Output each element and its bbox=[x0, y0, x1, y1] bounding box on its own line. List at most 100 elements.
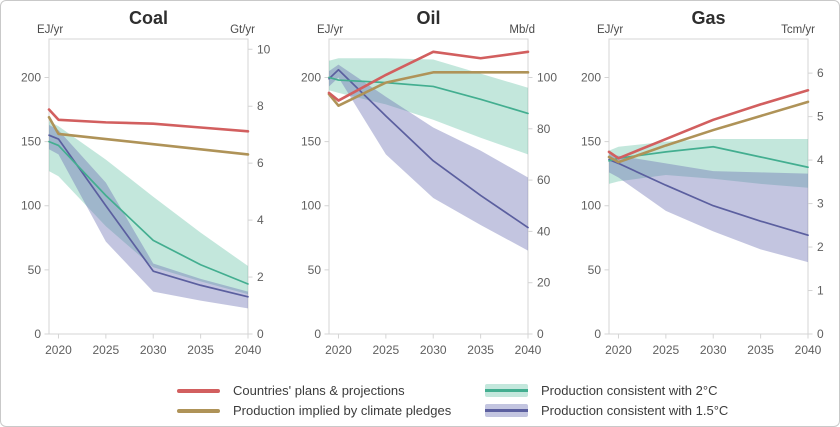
right-tick-label: 5 bbox=[817, 110, 824, 124]
left-tick-label: 200 bbox=[21, 70, 41, 84]
right-tick-label: 20 bbox=[537, 276, 551, 290]
right-tick-label: 2 bbox=[257, 270, 264, 284]
one-five-band-area bbox=[49, 124, 248, 309]
plans-swatch bbox=[177, 388, 220, 393]
x-tick-label: 2035 bbox=[187, 343, 214, 357]
right-tick-label: 80 bbox=[537, 122, 551, 136]
left-tick-label: 0 bbox=[34, 327, 41, 341]
x-tick-label: 2020 bbox=[45, 343, 72, 357]
left-tick-label: 50 bbox=[28, 263, 42, 277]
plot-frame bbox=[608, 38, 809, 335]
two-deg-band-swatch-icon bbox=[485, 384, 528, 397]
right-tick-label: 3 bbox=[817, 197, 824, 211]
two-deg-line bbox=[48, 140, 249, 285]
x-tick-label: 2020 bbox=[605, 343, 632, 357]
one-five-band-line-icon bbox=[485, 409, 528, 412]
one-five-swatch bbox=[485, 404, 528, 417]
legend-label: Countries' plans & projections bbox=[233, 383, 405, 398]
chart-title: Oil bbox=[416, 8, 440, 28]
plans-line bbox=[327, 50, 530, 102]
x-tick-label: 2025 bbox=[653, 343, 680, 357]
pledges-line bbox=[607, 100, 810, 164]
left-tick-label: 50 bbox=[588, 263, 602, 277]
x-tick-label: 2030 bbox=[420, 343, 447, 357]
pledges-swatch bbox=[177, 408, 220, 413]
plot-frame bbox=[328, 38, 529, 335]
plot-frame bbox=[48, 38, 249, 335]
left-tick-label: 100 bbox=[581, 199, 601, 213]
left-axis-unit: EJ/yr bbox=[317, 24, 343, 36]
legend-line-items: Countries' plans & projections Production… bbox=[177, 381, 451, 421]
left-tick-label: 50 bbox=[308, 263, 322, 277]
x-tick-label: 2030 bbox=[140, 343, 167, 357]
right-tick-label: 0 bbox=[817, 327, 824, 341]
legend-label: Production implied by climate pledges bbox=[233, 403, 452, 418]
right-tick-label: 0 bbox=[257, 327, 264, 341]
x-tick-label: 2020 bbox=[325, 343, 352, 357]
left-tick-label: 200 bbox=[301, 70, 321, 84]
two-deg-band-area bbox=[609, 139, 808, 188]
legend: Countries' plans & projections Production… bbox=[1, 381, 839, 425]
two-deg-band-area bbox=[49, 121, 248, 295]
one-five-line bbox=[608, 158, 809, 237]
legend-item-one-five: Production consistent with 1.5°C bbox=[485, 401, 728, 420]
two-deg-band-line-icon bbox=[485, 389, 528, 392]
x-tick-label: 2040 bbox=[515, 343, 542, 357]
plans-line bbox=[47, 108, 250, 133]
right-tick-label: 8 bbox=[257, 99, 264, 113]
legend-band-items: Production consistent with 2°C Production… bbox=[485, 381, 728, 421]
left-tick-label: 150 bbox=[21, 135, 41, 149]
x-tick-label: 2035 bbox=[467, 343, 494, 357]
right-tick-label: 40 bbox=[537, 224, 551, 238]
right-axis-unit: Mb/d bbox=[509, 24, 535, 36]
x-tick-label: 2040 bbox=[795, 343, 822, 357]
one-five-band-swatch-icon bbox=[485, 404, 528, 417]
one-five-band-area bbox=[329, 64, 528, 251]
right-tick-label: 6 bbox=[257, 156, 264, 170]
legend-item-pledges: Production implied by climate pledges bbox=[177, 401, 451, 420]
plans-line bbox=[607, 89, 810, 160]
right-tick-label: 60 bbox=[537, 173, 551, 187]
one-five-line bbox=[48, 134, 249, 298]
pledges-line-swatch-icon bbox=[177, 408, 220, 413]
left-tick-label: 100 bbox=[301, 199, 321, 213]
right-tick-label: 10 bbox=[257, 42, 271, 56]
pledges-line bbox=[47, 115, 250, 156]
right-tick-label: 4 bbox=[817, 153, 824, 167]
plans-line-swatch-icon bbox=[177, 388, 220, 393]
two-deg-line bbox=[328, 76, 529, 115]
pledges-line bbox=[327, 71, 530, 107]
legend-label: Production consistent with 2°C bbox=[541, 383, 718, 398]
left-tick-label: 150 bbox=[301, 135, 321, 149]
right-axis-unit: Tcm/yr bbox=[781, 24, 815, 36]
left-tick-label: 0 bbox=[594, 327, 601, 341]
right-tick-label: 1 bbox=[817, 284, 824, 298]
one-five-line bbox=[328, 68, 529, 229]
left-tick-label: 0 bbox=[314, 327, 321, 341]
left-tick-label: 150 bbox=[581, 135, 601, 149]
x-tick-label: 2025 bbox=[373, 343, 400, 357]
right-tick-label: 6 bbox=[817, 66, 824, 80]
x-tick-label: 2025 bbox=[93, 343, 120, 357]
charts-row: Coal EJ/yr Gt/yr 2020 2025 2030 2035 2040 0 50 100… bbox=[1, 1, 839, 363]
x-tick-label: 2040 bbox=[235, 343, 262, 357]
x-tick-label: 2035 bbox=[747, 343, 774, 357]
left-tick-label: 100 bbox=[21, 199, 41, 213]
legend-item-plans: Countries' plans & projections bbox=[177, 381, 451, 400]
legend-label: Production consistent with 1.5°C bbox=[541, 403, 729, 418]
chart-title: Coal bbox=[129, 8, 168, 28]
right-tick-label: 2 bbox=[817, 240, 824, 254]
right-tick-label: 4 bbox=[257, 213, 264, 227]
chart-title: Gas bbox=[691, 8, 725, 28]
right-tick-label: 100 bbox=[537, 70, 557, 84]
left-axis-unit: EJ/yr bbox=[597, 24, 623, 36]
two-deg-swatch bbox=[485, 384, 528, 397]
left-axis-unit: EJ/yr bbox=[37, 24, 63, 36]
right-tick-label: 0 bbox=[537, 327, 544, 341]
left-tick-label: 200 bbox=[581, 70, 601, 84]
legend-item-two-deg: Production consistent with 2°C bbox=[485, 381, 728, 400]
